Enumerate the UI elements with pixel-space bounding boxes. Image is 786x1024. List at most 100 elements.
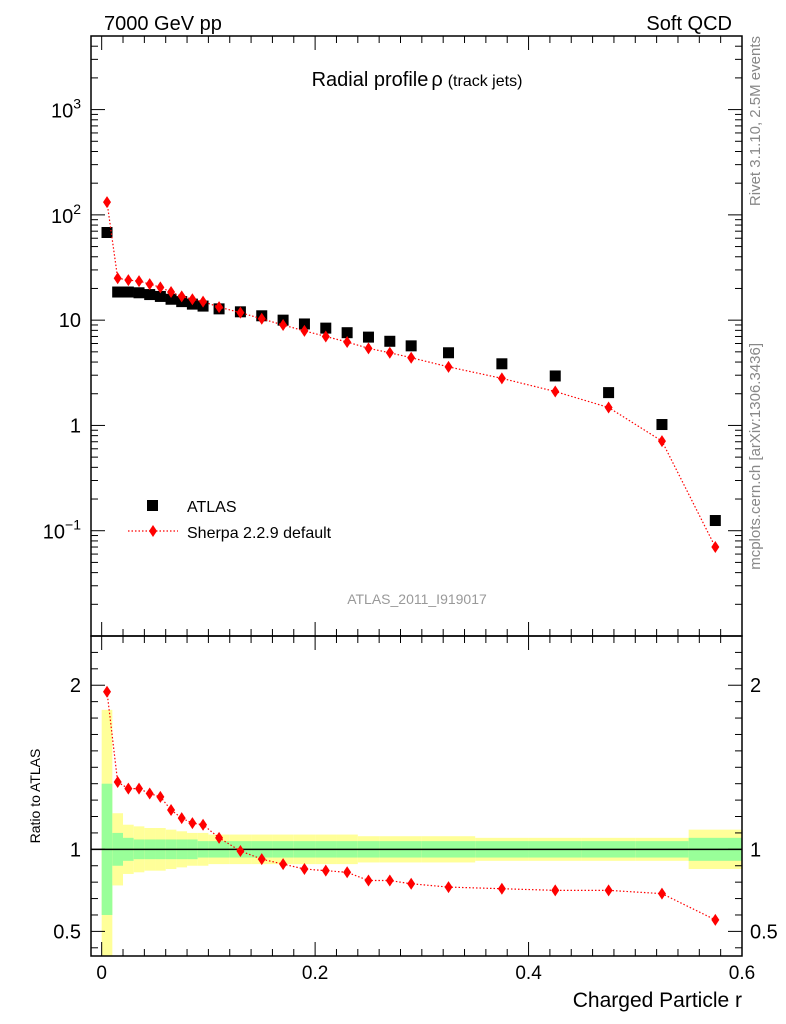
ratio-axis-ticks: 0 0.2 0.4 0.6 0.5 0.5 1 1 2 2 <box>53 636 778 984</box>
sherpa-point <box>385 346 394 359</box>
main-y-tick-base: 10 <box>51 101 73 123</box>
ratio-sherpa-point <box>135 782 144 795</box>
sherpa-point <box>188 293 197 306</box>
rivet-version-label: Rivet 3.1.10, 2.5M events <box>747 36 764 206</box>
sherpa-point <box>604 401 613 414</box>
main-y-tick-base: 10 <box>43 522 65 544</box>
main-title-text: Radial profile <box>312 69 429 91</box>
ratio-sherpa-point <box>364 874 373 887</box>
ratio-sherpa-point <box>257 853 266 866</box>
x-tick-label: 0.2 <box>302 963 328 984</box>
ratio-sherpa-point <box>407 877 416 890</box>
ratio-sherpa-point <box>444 881 453 894</box>
sherpa-point <box>657 435 666 448</box>
atlas-point <box>165 293 177 305</box>
atlas-point <box>709 515 721 527</box>
ratio-sherpa-point <box>177 812 186 825</box>
ratio-sherpa-point <box>215 831 224 844</box>
main-title-suffix: (track jets) <box>448 73 523 90</box>
atlas-point <box>154 290 166 302</box>
ratio-sherpa-point <box>300 863 309 876</box>
ratio-sherpa-point <box>156 790 165 803</box>
ratio-sherpa-point <box>199 818 208 831</box>
ratio-frame <box>90 635 743 957</box>
ratio-sherpa-point <box>604 884 613 897</box>
sherpa-point <box>145 278 154 291</box>
ratio-sherpa-point <box>188 817 197 830</box>
ratio-sherpa-point <box>385 874 394 887</box>
sherpa-point <box>497 372 506 385</box>
sherpa-point <box>364 342 373 355</box>
ratio-sherpa-point <box>279 858 288 871</box>
main-y-tick-label: 102 <box>51 201 81 228</box>
legend-atlas-label: ATLAS <box>187 499 237 516</box>
sherpa-point <box>135 275 144 288</box>
sherpa-point <box>167 286 176 299</box>
x-tick-label: 0.6 <box>729 963 755 984</box>
atlas-point <box>341 327 353 339</box>
sherpa-point <box>711 541 720 554</box>
analysis-label: ATLAS_2011_I919017 <box>347 591 487 607</box>
main-y-tick-label: 10−1 <box>43 517 81 544</box>
ratio-y-tick-label-right: 1 <box>750 839 761 861</box>
ratio-sherpa-point <box>343 866 352 879</box>
sherpa-point <box>321 330 330 343</box>
legend-sherpa-label: Sherpa 2.2.9 default <box>187 525 332 542</box>
sherpa-point <box>551 385 560 398</box>
ratio-sherpa-point <box>145 787 154 800</box>
atlas-point <box>496 358 508 370</box>
ratio-y-tick-label-left: 2 <box>70 675 81 697</box>
atlas-point <box>384 335 396 347</box>
sherpa-point <box>407 351 416 364</box>
main-y-tick-label: 1 <box>70 415 81 437</box>
sherpa-point <box>113 272 122 285</box>
sherpa-point <box>300 324 309 337</box>
sherpa-point <box>156 281 165 294</box>
ratio-y-tick-label-left: 0.5 <box>53 921 81 943</box>
main-y-tick-label: 103 <box>51 96 81 123</box>
ratio-ylabel: Ratio to ATLAS <box>27 749 43 844</box>
main-plot-data <box>101 196 721 554</box>
sherpa-point <box>257 312 266 325</box>
atlas-point <box>443 347 455 359</box>
ratio-sherpa-point <box>711 913 720 926</box>
ratio-sherpa-point <box>236 844 245 857</box>
ratio-sherpa-point <box>497 882 506 895</box>
sherpa-point <box>177 290 186 303</box>
atlas-point <box>112 286 124 298</box>
sherpa-point <box>103 196 112 209</box>
ratio-sherpa-line <box>106 691 716 921</box>
legend-sherpa-marker <box>149 525 157 537</box>
main-title: Radial profile ρ (track jets) <box>312 69 523 91</box>
main-title-symbol: ρ <box>431 69 442 91</box>
x-axis-label: Charged Particle r <box>573 989 742 1012</box>
atlas-point <box>101 227 113 239</box>
header-right-label: Soft QCD <box>646 13 732 35</box>
ratio-sherpa-point <box>321 864 330 877</box>
ratio-sherpa-point <box>167 803 176 816</box>
atlas-point <box>320 322 332 334</box>
main-y-tick-exp: −1 <box>65 517 81 533</box>
legend: ATLAS Sherpa 2.2.9 default <box>128 499 332 542</box>
sherpa-point <box>199 295 208 308</box>
sherpa-point <box>215 301 224 314</box>
main-y-tick-base: 10 <box>51 206 73 228</box>
sherpa-point <box>279 318 288 331</box>
atlas-point <box>144 289 156 301</box>
ratio-y-tick-label-right: 2 <box>750 675 761 697</box>
main-y-tick-exp: 3 <box>73 96 81 112</box>
ratio-y-tick-label-left: 1 <box>70 839 81 861</box>
atlas-point <box>122 286 134 298</box>
ratio-panel: 0 0.2 0.4 0.6 0.5 0.5 1 1 2 2 Ratio to ATLAS Char… <box>27 635 778 1012</box>
atlas-point <box>405 340 417 352</box>
ratio-sherpa-point <box>103 685 112 698</box>
sherpa-point <box>124 274 133 287</box>
ratio-sherpa-point <box>113 776 122 789</box>
atlas-point <box>603 387 615 399</box>
main-y-tick-exp: 2 <box>73 201 81 217</box>
atlas-point <box>656 419 668 431</box>
ratio-y-tick-label-right: 0.5 <box>750 921 778 943</box>
sherpa-point <box>236 306 245 319</box>
